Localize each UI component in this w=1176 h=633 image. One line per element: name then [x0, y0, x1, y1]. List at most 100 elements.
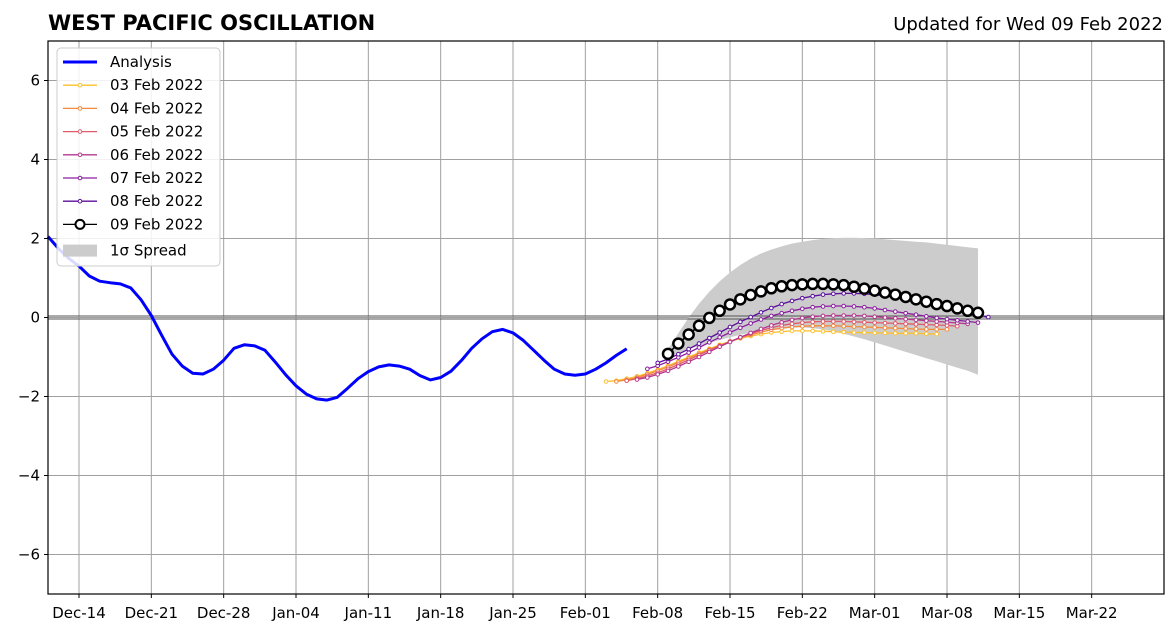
forecast-marker — [686, 346, 691, 352]
forecast-marker — [713, 304, 726, 318]
legend-marker — [77, 175, 83, 181]
legend-box — [56, 47, 221, 267]
forecast-marker — [789, 317, 795, 323]
forecast-marker — [961, 304, 974, 318]
forecast-series — [645, 303, 981, 372]
forecast-marker — [827, 278, 840, 291]
forecast-marker — [707, 335, 712, 341]
forecast-marker — [924, 322, 929, 327]
x-tick-label: Dec-14 — [52, 604, 106, 622]
forecast-marker — [796, 278, 809, 291]
forecast-marker — [665, 368, 671, 374]
forecast-marker — [903, 316, 908, 322]
forecast-marker — [769, 313, 774, 319]
forecast-marker — [872, 306, 877, 311]
forecast-marker — [820, 329, 826, 334]
forecast-marker — [769, 323, 774, 328]
legend-marker — [77, 198, 83, 204]
forecast-marker — [696, 354, 702, 360]
forecast-marker — [820, 304, 826, 309]
forecast-marker — [765, 282, 778, 295]
forecast-marker — [758, 317, 764, 322]
forecast-marker — [779, 319, 784, 325]
forecast-marker — [686, 359, 691, 365]
forecast-marker — [810, 314, 815, 320]
x-tick-label: Jan-04 — [271, 604, 320, 622]
chart-title: WEST PACIFIC OSCILLATION — [48, 11, 375, 35]
forecast-marker — [858, 282, 871, 295]
legend-item: Analysis — [63, 53, 172, 71]
forecast-marker — [920, 295, 933, 308]
forecast-marker — [965, 319, 970, 324]
legend-label: 06 Feb 2022 — [110, 146, 203, 164]
legend-label: 04 Feb 2022 — [110, 99, 203, 117]
forecast-marker — [661, 347, 675, 361]
forecast-marker — [820, 292, 826, 297]
forecast-marker — [769, 305, 774, 311]
forecast-marker — [707, 349, 712, 355]
forecast-marker — [924, 318, 929, 323]
forecast-marker — [924, 314, 929, 319]
forecast-marker — [903, 321, 908, 327]
forecast-marker — [951, 302, 964, 315]
forecast-marker — [899, 290, 912, 304]
forecast-marker — [940, 299, 954, 313]
x-tick-label: Feb-01 — [560, 604, 611, 622]
legend-marker — [74, 218, 86, 230]
x-tick-label: Feb-08 — [632, 604, 683, 622]
legend-item: 07 Feb 2022 — [63, 169, 203, 187]
forecast-marker — [603, 379, 609, 384]
forecast-marker — [775, 280, 788, 293]
forecast-marker — [727, 339, 733, 345]
forecast-marker — [851, 313, 857, 318]
legend-label: 07 Feb 2022 — [110, 169, 203, 187]
forecast-marker — [820, 323, 826, 329]
x-tick-label: Mar-01 — [849, 604, 901, 622]
forecast-marker — [882, 315, 888, 320]
legend-swatch — [63, 244, 97, 257]
forecast-marker — [676, 351, 681, 357]
forecast-marker — [889, 288, 902, 301]
forecast-marker — [862, 324, 867, 330]
forecast-marker — [903, 326, 908, 331]
forecast-marker — [851, 304, 857, 309]
forecast-marker — [868, 284, 881, 297]
forecast-series — [661, 277, 985, 361]
forecast-marker — [851, 319, 857, 325]
forecast-marker — [882, 307, 888, 313]
forecast-marker — [800, 320, 805, 325]
forecast-marker — [727, 330, 733, 335]
legend-marker — [77, 152, 83, 158]
legend-marker — [77, 129, 83, 134]
forecast-marker — [744, 288, 757, 302]
forecast-marker — [738, 319, 743, 325]
forecast-marker — [924, 327, 929, 332]
forecast-marker — [930, 297, 943, 311]
forecast-marker — [748, 321, 753, 326]
forecast-marker — [645, 366, 650, 372]
forecast-marker — [831, 319, 836, 324]
forecast-marker — [696, 341, 702, 346]
forecast-marker — [893, 315, 898, 321]
forecast-marker — [789, 308, 795, 314]
legend-label: Analysis — [110, 53, 172, 71]
forecast-marker — [800, 306, 805, 312]
plot-frame — [47, 40, 1165, 595]
legend-label: 08 Feb 2022 — [110, 192, 203, 210]
forecast-marker — [810, 304, 815, 310]
x-tick-label: Feb-15 — [704, 604, 755, 622]
forecast-marker — [882, 320, 888, 326]
forecast-marker — [810, 328, 815, 334]
forecast-marker — [872, 330, 877, 336]
forecast-marker — [682, 328, 695, 341]
forecast-marker — [934, 315, 939, 321]
x-tick-label: Mar-15 — [993, 604, 1045, 622]
legend-label: 03 Feb 2022 — [110, 76, 203, 94]
forecast-marker — [789, 328, 795, 334]
forecast-marker — [831, 291, 836, 297]
forecast-marker — [851, 330, 857, 335]
forecast-marker — [816, 277, 830, 291]
forecast-marker — [810, 319, 815, 325]
forecast-marker — [862, 313, 867, 319]
forecast-marker — [779, 310, 784, 316]
